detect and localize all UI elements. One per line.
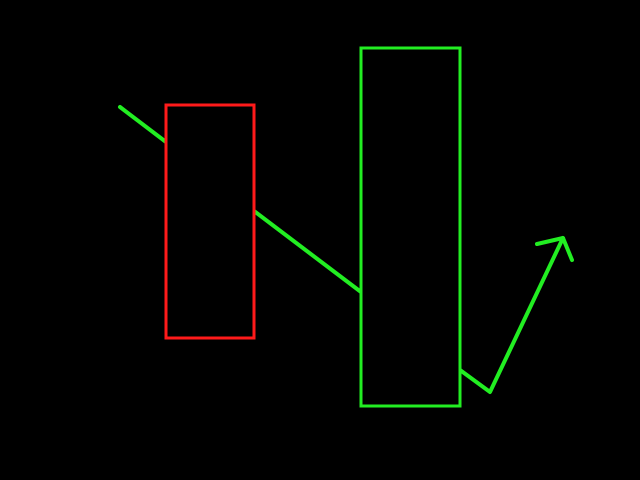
green-rectangle — [359, 46, 462, 408]
green-trend-line-entry — [118, 105, 168, 144]
arrowhead-icon — [535, 236, 574, 262]
green-trend-line-exit — [458, 236, 565, 394]
green-trend-line-middle — [252, 209, 363, 294]
red-rectangle — [164, 103, 256, 340]
